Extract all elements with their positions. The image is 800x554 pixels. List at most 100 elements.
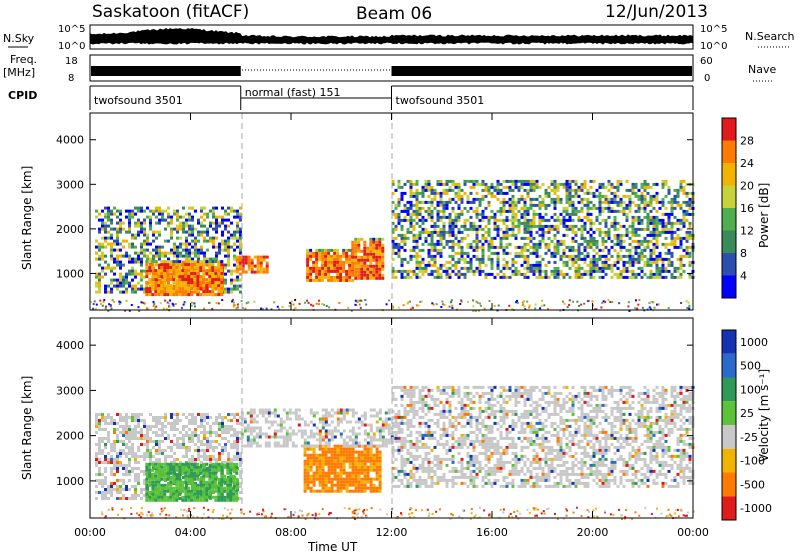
echo-cell	[309, 486, 313, 490]
echo-cell	[375, 267, 379, 271]
echo-cell	[125, 416, 128, 419]
echo-cell	[442, 224, 446, 228]
echo-cell	[224, 272, 227, 276]
echo-cell	[637, 194, 641, 198]
echo-cell	[202, 287, 206, 291]
echo-cell	[538, 233, 542, 237]
echo-cell	[315, 465, 319, 469]
echo-cell	[131, 290, 134, 294]
echo-cell	[628, 224, 632, 228]
echo-cell	[523, 209, 527, 213]
echo-cell	[487, 245, 491, 249]
echo-cell	[652, 260, 656, 264]
echo-cell	[496, 218, 500, 222]
echo-cell	[415, 206, 419, 210]
echo-cell	[448, 266, 452, 270]
echo-cell	[134, 431, 137, 434]
echo-cell	[145, 272, 149, 276]
echo-cell	[580, 188, 584, 192]
echo-cell	[324, 275, 328, 279]
echo-cell	[397, 179, 401, 183]
echo-cell	[619, 236, 623, 240]
echo-cell	[281, 306, 284, 309]
echo-cell	[239, 230, 242, 234]
echo-cell	[212, 221, 215, 225]
echo-cell	[409, 275, 413, 279]
echo-cell	[622, 254, 626, 258]
echo-cell	[211, 272, 215, 276]
echo-cell	[128, 425, 131, 428]
echo-cell	[381, 261, 385, 265]
echo-cell	[95, 251, 98, 255]
echo-cell	[652, 218, 656, 222]
echo-cell	[601, 260, 605, 264]
echo-cell	[104, 446, 107, 449]
echo-cell	[366, 273, 370, 277]
echo-cell	[604, 266, 608, 270]
echo-cell	[152, 461, 155, 464]
echo-cell	[363, 249, 367, 253]
echo-cell	[152, 473, 155, 476]
echo-cell	[424, 218, 428, 222]
echo-cell	[98, 482, 101, 485]
echo-cell	[499, 242, 503, 246]
echo-cell	[454, 215, 458, 219]
echo-cell	[682, 188, 686, 192]
echo-cell	[613, 248, 617, 252]
echo-cell	[463, 206, 467, 210]
echo-cell	[232, 492, 236, 496]
echo-cell	[397, 245, 401, 249]
echo-cell	[336, 489, 340, 493]
echo-cell	[104, 470, 107, 473]
echo-cell	[218, 215, 221, 219]
echo-cell	[378, 237, 382, 241]
echo-cell	[232, 468, 236, 472]
echo-cell	[535, 179, 539, 183]
echo-cell	[178, 278, 182, 282]
echo-cell	[233, 230, 236, 234]
echo-cell	[330, 456, 334, 460]
echo-cell	[565, 191, 569, 195]
echo-cell	[601, 206, 605, 210]
echo-cell	[110, 254, 113, 258]
echo-cell	[408, 300, 411, 303]
echo-cell	[397, 269, 401, 273]
echo-cell	[664, 212, 668, 216]
echo-cell	[217, 281, 221, 285]
echo-cell	[496, 260, 500, 264]
echo-cell	[661, 221, 665, 225]
echo-cell	[190, 284, 194, 288]
echo-cell	[214, 477, 218, 481]
echo-cell	[610, 200, 614, 204]
echo-cell	[637, 245, 641, 249]
echo-cell	[652, 245, 656, 249]
echo-cell	[306, 468, 310, 472]
echo-cell	[412, 203, 416, 207]
echo-cell	[166, 468, 170, 472]
echo-cell	[169, 293, 173, 297]
echo-cell	[104, 239, 107, 243]
echo-cell	[161, 431, 164, 434]
echo-cell	[336, 453, 340, 457]
echo-cell	[146, 431, 149, 434]
echo-cell	[601, 254, 605, 258]
echo-cell	[323, 303, 326, 306]
echo-cell	[247, 261, 251, 265]
echo-cell	[149, 452, 152, 455]
echo-cell	[348, 260, 352, 264]
echo-cell	[190, 471, 194, 475]
echo-cell	[625, 179, 629, 183]
echo-cell	[157, 495, 161, 499]
echo-cell	[218, 221, 221, 225]
echo-cell	[206, 440, 209, 443]
echo-cell	[227, 419, 230, 422]
echo-cell	[400, 197, 404, 201]
echo-cell	[634, 239, 638, 243]
echo-cell	[166, 483, 170, 487]
echo-cell	[172, 266, 176, 270]
echo-cell	[137, 206, 140, 210]
echo-cell	[686, 307, 689, 309]
echo-cell	[406, 209, 410, 213]
echo-cell	[231, 300, 234, 303]
echo-cell	[336, 456, 340, 460]
